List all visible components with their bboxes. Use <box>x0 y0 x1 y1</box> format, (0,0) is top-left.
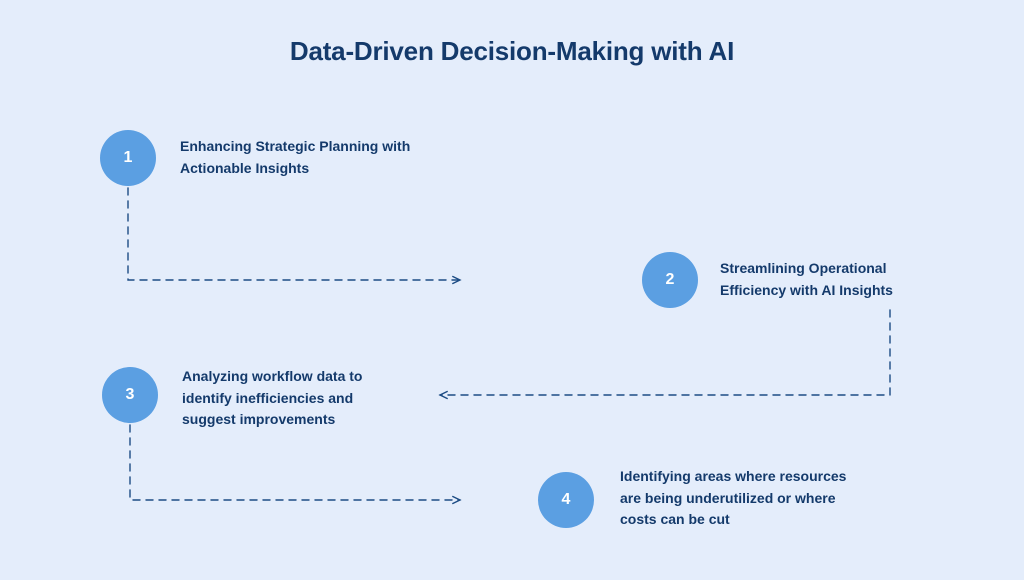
step-number-1: 1 <box>124 149 133 167</box>
connector-line-1 <box>128 188 460 280</box>
step-number-2: 2 <box>666 271 675 289</box>
connector-arrow-1 <box>453 277 460 284</box>
connector-arrow-2 <box>440 392 447 399</box>
step-number-4: 4 <box>562 491 571 509</box>
page-title: Data-Driven Decision-Making with AI <box>0 36 1024 67</box>
connector-line-3 <box>130 425 460 500</box>
connector-arrow-3 <box>453 497 460 504</box>
step-label-3: Analyzing workflow data to identify inef… <box>182 366 402 431</box>
step-number-3: 3 <box>126 386 135 404</box>
step-label-1: Enhancing Strategic Planning with Action… <box>180 136 420 179</box>
step-circle-3: 3 <box>102 367 158 423</box>
step-label-2: Streamlining Operational Efficiency with… <box>720 258 940 301</box>
step-circle-1: 1 <box>100 130 156 186</box>
step-circle-4: 4 <box>538 472 594 528</box>
step-label-4: Identifying areas where resources are be… <box>620 466 870 531</box>
step-circle-2: 2 <box>642 252 698 308</box>
infographic-canvas: Data-Driven Decision-Making with AI 1 Enh… <box>0 0 1024 580</box>
connector-line-2 <box>440 310 890 395</box>
